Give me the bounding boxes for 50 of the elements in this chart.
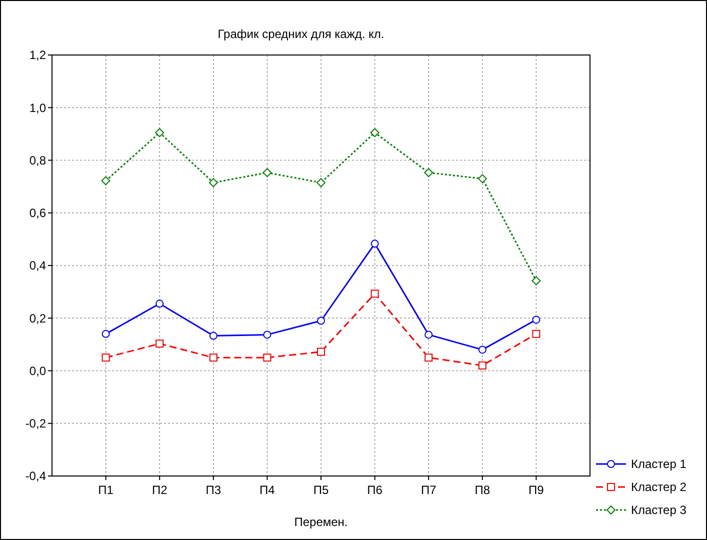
point: [263, 330, 272, 339]
point: [102, 330, 110, 338]
x-tick-label: П3: [206, 483, 222, 497]
x-tick-label: П2: [152, 483, 168, 497]
legend-label: Кластер 2: [631, 480, 687, 494]
point: [532, 330, 540, 338]
point: [208, 178, 218, 188]
point: [370, 240, 379, 248]
chart-title: График средних для кажд. кл.: [218, 27, 384, 41]
legend-label: Кластер 3: [631, 503, 687, 518]
x-tick-label: П7: [420, 483, 437, 497]
point: [156, 340, 164, 348]
point: [424, 354, 433, 362]
point: [370, 290, 379, 298]
point: [316, 178, 326, 188]
point: [156, 300, 164, 308]
y-tick-label: 0,2: [29, 311, 46, 326]
x-tick-label: П6: [367, 483, 383, 497]
y-tick-label: 0,8: [29, 153, 46, 168]
y-tick-label: -0,4: [25, 469, 46, 484]
x-tick-label: П4: [260, 483, 276, 497]
point: [532, 316, 540, 324]
point: [102, 354, 110, 362]
point: [155, 128, 164, 138]
point: [263, 354, 272, 362]
point: [478, 174, 487, 184]
y-tick-label: 1,0: [29, 100, 46, 115]
point: [424, 330, 433, 339]
y-tick-label: 0,6: [29, 206, 46, 220]
x-tick-label: П1: [98, 483, 114, 497]
x-tick-label: П5: [313, 483, 329, 497]
legend-label: Кластер 1: [631, 457, 687, 472]
y-tick-label: -0,2: [25, 416, 46, 431]
y-tick-label: 1,2: [29, 48, 46, 62]
point: [424, 168, 434, 178]
point: [317, 316, 325, 325]
point: [262, 168, 272, 178]
point: [209, 354, 218, 362]
point: [532, 276, 541, 286]
y-tick-label: 0,4: [29, 258, 46, 273]
point: [101, 176, 110, 186]
x-tick-label: П8: [474, 483, 490, 497]
x-axis-title: Перемен.: [294, 515, 348, 529]
point: [478, 361, 486, 370]
point: [209, 332, 218, 340]
x-tick-label: П9: [528, 483, 544, 497]
point: [370, 128, 380, 138]
y-tick-label: 0,0: [29, 364, 46, 378]
point: [478, 346, 486, 354]
point: [317, 348, 325, 356]
